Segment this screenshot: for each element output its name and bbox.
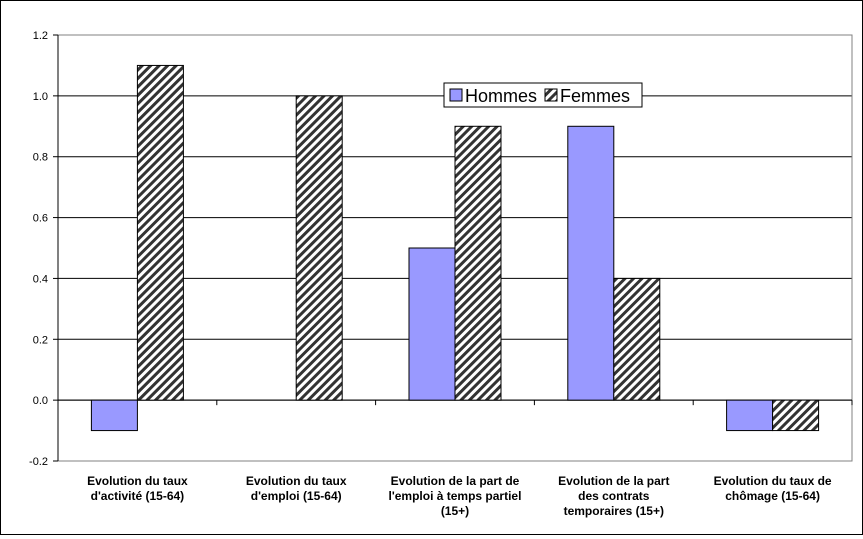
x-category-label: (15+) [441, 504, 469, 518]
bar-hommes-5 [726, 399, 774, 432]
y-tick-label: -0.2 [29, 456, 48, 468]
y-tick-label: 0.6 [33, 213, 48, 225]
legend-swatch-femmes [544, 88, 558, 102]
bar-femmes-5 [772, 399, 820, 432]
x-category-label: Evolution de la part de [391, 474, 520, 488]
y-tick-label: 0.0 [33, 395, 48, 407]
bar-hommes-3 [408, 247, 456, 401]
bar-femmes-3 [454, 125, 502, 401]
x-category-label: Evolution du taux de [714, 474, 832, 488]
x-category-label: Evolution du taux [246, 474, 347, 488]
y-tick-label: 1.2 [33, 30, 48, 42]
x-category-label: l'emploi à temps partiel [389, 489, 522, 503]
x-category-label: des contrats [578, 489, 650, 503]
bar-hommes-1 [90, 399, 138, 432]
labels: -0.2 0.0 0.2 0.4 0.6 0.8 1.0 1.2 Evolution du ta… [29, 30, 832, 518]
y-tick-label: 0.4 [33, 273, 48, 285]
bar-femmes-4 [613, 277, 661, 401]
legend: Hommes Femmes [443, 82, 643, 108]
bar-hommes-4 [567, 125, 615, 401]
legend-box [443, 82, 643, 108]
x-category-label: d'activité (15-64) [91, 489, 185, 503]
legend-label-hommes: Hommes [465, 86, 537, 106]
bars [90, 64, 820, 432]
legend-swatch-hommes [449, 88, 463, 102]
y-tick-label: 0.8 [33, 152, 48, 164]
x-category-label: Evolution du taux [87, 474, 188, 488]
x-category-label: Evolution de la part [558, 474, 669, 488]
y-tick-label: 0.2 [33, 334, 48, 346]
bar-femmes-1 [136, 64, 184, 401]
x-category-label: d'emploi (15-64) [251, 489, 342, 503]
x-category-label: chômage (15-64) [725, 489, 820, 503]
bar-femmes-2 [295, 95, 343, 401]
legend-label-femmes: Femmes [560, 86, 630, 106]
y-tick-label: 1.0 [33, 91, 48, 103]
x-category-label: temporaires (15+) [564, 504, 664, 518]
